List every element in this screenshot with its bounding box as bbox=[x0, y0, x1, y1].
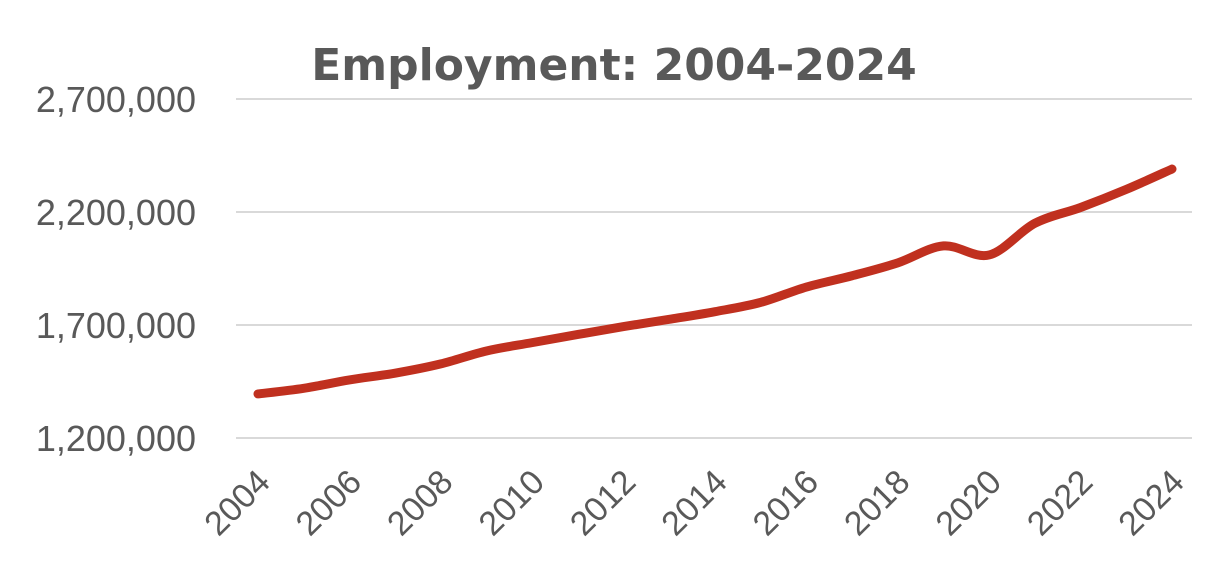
x-tick-label: 2006 bbox=[289, 463, 369, 543]
data-point bbox=[622, 325, 625, 328]
x-tick-label: 2016 bbox=[746, 463, 826, 543]
data-point bbox=[988, 253, 991, 256]
y-tick-label: 2,700,000 bbox=[36, 79, 196, 120]
x-tick-label: 2022 bbox=[1020, 463, 1100, 543]
x-tick-label: 2010 bbox=[472, 463, 552, 543]
data-point bbox=[942, 244, 945, 247]
data-point bbox=[759, 301, 762, 304]
chart-title: Employment: 2004-2024 bbox=[311, 40, 917, 91]
data-point bbox=[485, 349, 488, 352]
data-point bbox=[257, 392, 259, 395]
x-tick-label: 2014 bbox=[654, 463, 734, 543]
data-point bbox=[851, 274, 854, 277]
data-point bbox=[1171, 168, 1173, 171]
x-tick-label: 2020 bbox=[929, 463, 1009, 543]
employment-series-line bbox=[253, 164, 1177, 399]
y-tick-label: 1,200,000 bbox=[36, 418, 196, 459]
data-point bbox=[896, 261, 899, 264]
data-point bbox=[302, 387, 305, 390]
y-tick-label: 2,200,000 bbox=[36, 192, 196, 233]
data-point bbox=[714, 310, 716, 313]
x-tick-label: 2024 bbox=[1111, 463, 1191, 543]
data-point bbox=[1125, 188, 1128, 191]
data-point bbox=[1079, 206, 1082, 209]
data-point bbox=[576, 333, 579, 336]
y-tick-label: 1,700,000 bbox=[36, 305, 196, 346]
data-point bbox=[348, 378, 351, 381]
x-tick-label: 2018 bbox=[837, 463, 917, 543]
data-point bbox=[394, 372, 397, 375]
series-layer bbox=[253, 164, 1177, 399]
x-tick-label: 2012 bbox=[563, 463, 643, 543]
gridlines bbox=[236, 98, 1192, 439]
data-point bbox=[531, 341, 534, 344]
x-tick-label: 2004 bbox=[197, 463, 277, 543]
x-axis-tick-labels: 2004 2006 2008 2010 2012 2014 2016 2018 2020 2022… bbox=[197, 463, 1191, 543]
x-tick-label: 2008 bbox=[380, 463, 460, 543]
data-point bbox=[1033, 222, 1036, 225]
y-axis-tick-labels: 1,200,000 1,700,000 2,200,000 2,700,000 bbox=[36, 79, 196, 459]
data-point bbox=[805, 286, 808, 289]
data-point bbox=[439, 362, 442, 365]
data-point bbox=[668, 318, 671, 321]
